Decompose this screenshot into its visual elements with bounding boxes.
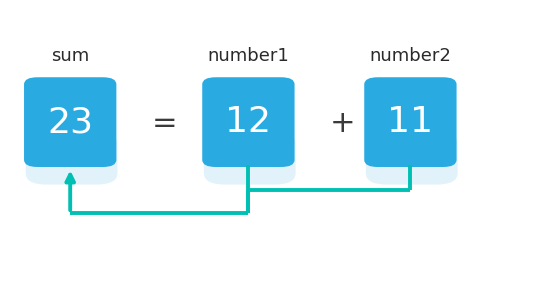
FancyBboxPatch shape [366, 132, 458, 185]
Text: sum: sum [51, 47, 89, 65]
FancyBboxPatch shape [204, 132, 296, 185]
Text: 11: 11 [387, 105, 434, 139]
FancyBboxPatch shape [364, 77, 456, 167]
Text: number1: number1 [207, 47, 289, 65]
FancyBboxPatch shape [24, 77, 117, 167]
Text: 12: 12 [225, 105, 272, 139]
FancyBboxPatch shape [26, 132, 118, 185]
Text: number2: number2 [369, 47, 451, 65]
Text: +: + [330, 109, 356, 138]
Text: 23: 23 [47, 105, 93, 139]
Text: =: = [152, 109, 178, 138]
FancyBboxPatch shape [202, 77, 295, 167]
